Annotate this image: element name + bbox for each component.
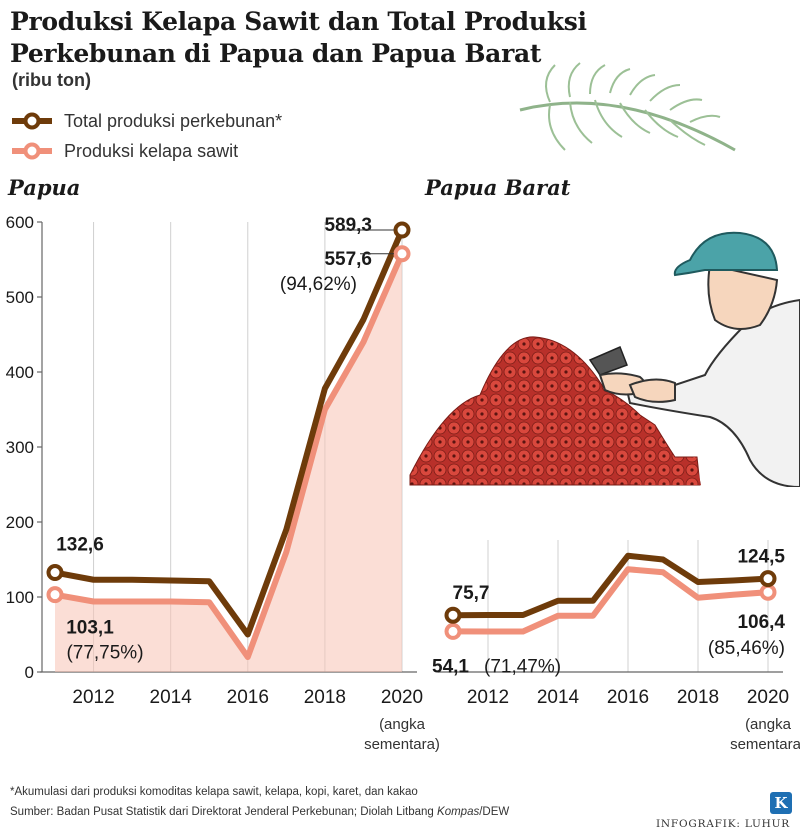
source-text: Sumber: Badan Pusat Statistik dari Direk…: [10, 802, 509, 822]
x-tick-note: (angka: [745, 716, 792, 733]
y-tick-label: 200: [6, 513, 34, 532]
data-label: 54,1: [432, 656, 469, 677]
series-line-total: [54, 228, 405, 638]
area-fill-sawit: [55, 253, 402, 673]
data-label: (77,75%): [66, 643, 143, 664]
series-line-sawit: [452, 566, 769, 635]
chart-title: Produksi Kelapa Sawit dan Total Produksi…: [10, 7, 587, 68]
marker-sawit: [444, 622, 462, 640]
x-tick-note: (angka: [379, 716, 426, 733]
footnote-text: *Akumulasi dari produksi komoditas kelap…: [10, 786, 418, 798]
x-tick-label: 2014: [537, 687, 580, 708]
panel-title-papua-barat: Papua Barat: [425, 175, 571, 200]
legend-label-total: Total produksi perkebunan*: [64, 110, 283, 131]
data-label: (71,47%): [484, 656, 561, 677]
panel-title-papua: Papua: [8, 175, 81, 200]
series-line-total: [452, 552, 769, 619]
data-label: (85,46%): [708, 638, 785, 659]
y-tick-label: 600: [6, 213, 34, 232]
x-tick-note: sementara): [730, 736, 800, 753]
x-tick-label: 2016: [227, 687, 269, 708]
source-suffix: /DEW: [479, 806, 510, 818]
marker-sawit: [46, 586, 64, 604]
y-tick-label: 100: [6, 588, 34, 607]
x-tick-label: 2018: [304, 687, 346, 708]
marker-sawit: [759, 583, 777, 601]
data-label: 75,7: [453, 583, 490, 604]
legend-item-sawit: Produksi kelapa sawit: [10, 136, 282, 166]
data-label: 106,4: [737, 612, 785, 633]
x-tick-label: 2020: [381, 687, 423, 708]
x-tick-note: sementara): [364, 736, 440, 753]
footnote: *Akumulasi dari produksi komoditas kelap…: [10, 782, 509, 822]
palm-frond-illustration: [519, 62, 736, 152]
x-tick-label: 2016: [607, 687, 649, 708]
y-tick-label: 300: [6, 438, 34, 457]
x-tick-label: 2020: [747, 687, 789, 708]
data-label: 589,3: [324, 215, 372, 236]
legend: Total produksi perkebunan* Produksi kela…: [10, 106, 282, 166]
legend-swatch-total: [12, 112, 52, 130]
x-tick-label: 2012: [72, 687, 114, 708]
marker-total: [46, 564, 64, 582]
data-label: 103,1: [66, 618, 114, 639]
x-tick-label: 2014: [150, 687, 193, 708]
legend-label-sawit: Produksi kelapa sawit: [64, 140, 239, 161]
worker-illustration: [409, 231, 800, 487]
y-tick-label: 500: [6, 288, 34, 307]
data-label: 132,6: [56, 535, 104, 556]
y-tick-label: 400: [6, 363, 34, 382]
unit-label: (ribu ton): [12, 70, 91, 90]
legend-swatch-sawit: [12, 142, 52, 160]
legend-item-total: Total produksi perkebunan*: [10, 106, 282, 136]
marker-total: [393, 221, 411, 239]
data-label: 557,6: [324, 249, 372, 270]
kompas-logo: K: [770, 792, 792, 814]
x-tick-label: 2018: [677, 687, 719, 708]
marker-sawit: [393, 245, 411, 263]
marker-total: [759, 570, 777, 588]
source-prefix: Sumber: Badan Pusat Statistik dari Direk…: [10, 806, 438, 818]
x-tick-label: 2012: [467, 687, 509, 708]
data-label: (94,62%): [280, 274, 357, 295]
source-italic: Kompas: [437, 806, 480, 818]
y-tick-label: 0: [25, 663, 34, 682]
marker-total: [444, 606, 462, 624]
data-label: 124,5: [737, 547, 785, 568]
series-line-sawit: [54, 252, 405, 660]
credit: INFOGRAFIK: LUHUR: [655, 818, 790, 830]
